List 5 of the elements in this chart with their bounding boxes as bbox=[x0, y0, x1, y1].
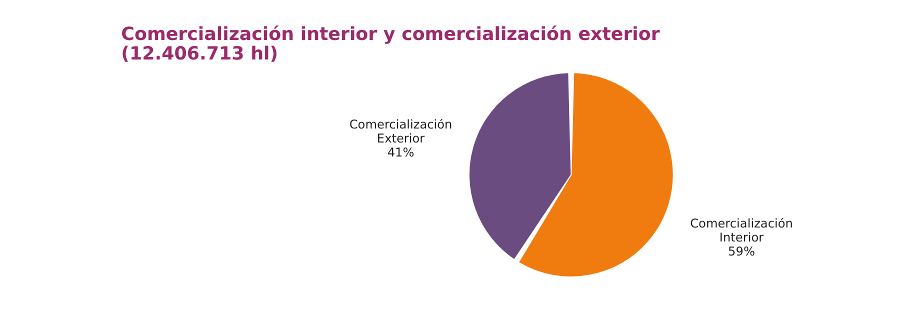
chart-title: Comercialización interior y comercialización exterior (12.406.713 hl) bbox=[121, 24, 660, 65]
slice-label: Comercialización Exterior bbox=[349, 118, 452, 146]
slice-label: Comercialización Interior bbox=[690, 216, 793, 245]
data-label: 41% bbox=[387, 145, 414, 160]
data-label: 59% bbox=[728, 244, 755, 258]
